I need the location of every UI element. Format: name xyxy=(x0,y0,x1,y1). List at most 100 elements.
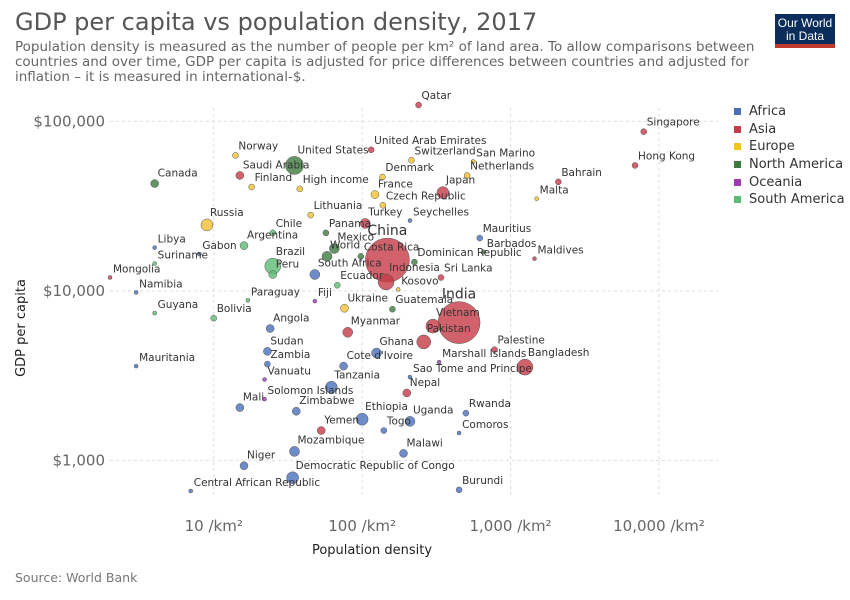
point-label: Barbados xyxy=(487,238,537,250)
data-point[interactable] xyxy=(325,381,338,394)
data-point[interactable] xyxy=(436,359,442,365)
legend-item[interactable]: Oceania xyxy=(734,173,845,191)
data-point[interactable] xyxy=(210,314,217,322)
data-point[interactable] xyxy=(555,178,562,186)
data-point[interactable] xyxy=(355,412,369,426)
data-point[interactable] xyxy=(399,449,408,458)
data-point[interactable] xyxy=(360,218,371,229)
data-point[interactable] xyxy=(292,406,301,416)
data-point[interactable] xyxy=(232,152,239,159)
data-point[interactable] xyxy=(152,261,157,266)
data-point[interactable] xyxy=(462,409,470,417)
legend-item[interactable]: Europe xyxy=(734,138,845,156)
data-point[interactable] xyxy=(329,243,340,254)
data-point[interactable] xyxy=(269,229,277,237)
data-point[interactable] xyxy=(289,446,300,457)
data-point[interactable] xyxy=(379,173,386,181)
data-point[interactable] xyxy=(307,211,314,219)
data-point[interactable] xyxy=(367,146,375,154)
data-point[interactable] xyxy=(152,310,157,316)
data-point[interactable] xyxy=(491,346,498,353)
data-point[interactable] xyxy=(357,253,365,260)
data-point[interactable] xyxy=(377,273,395,291)
data-point[interactable] xyxy=(402,388,412,398)
data-point[interactable] xyxy=(133,290,139,295)
point-label: Japan xyxy=(445,175,475,187)
data-point[interactable] xyxy=(248,183,255,191)
data-point[interactable] xyxy=(404,416,416,427)
owid-logo[interactable]: Our World in Data xyxy=(775,14,835,48)
data-point[interactable] xyxy=(200,218,214,232)
data-point[interactable] xyxy=(408,157,415,164)
data-point[interactable] xyxy=(239,461,249,470)
data-point[interactable] xyxy=(436,186,450,199)
data-point[interactable] xyxy=(334,281,341,289)
data-point[interactable] xyxy=(150,179,159,188)
data-point[interactable] xyxy=(476,234,483,242)
data-point[interactable] xyxy=(411,258,418,266)
data-point[interactable] xyxy=(463,172,471,179)
data-point[interactable] xyxy=(133,363,139,369)
data-point[interactable] xyxy=(322,229,330,237)
legend-swatch xyxy=(734,143,741,151)
data-point[interactable] xyxy=(407,374,413,380)
data-point[interactable] xyxy=(286,471,299,485)
data-point[interactable] xyxy=(265,324,275,333)
legend-item[interactable]: Asia xyxy=(734,121,845,139)
grid-lines xyxy=(110,108,718,498)
data-point[interactable] xyxy=(415,101,422,109)
data-point[interactable] xyxy=(285,156,304,175)
data-point[interactable] xyxy=(407,218,413,223)
data-point[interactable] xyxy=(455,486,463,494)
data-point[interactable] xyxy=(425,318,441,334)
point-label: Comoros xyxy=(462,419,508,431)
data-point[interactable] xyxy=(262,377,267,382)
data-point[interactable] xyxy=(197,251,202,257)
legend-item[interactable]: Africa xyxy=(734,103,845,121)
data-point[interactable] xyxy=(416,334,431,350)
data-point[interactable] xyxy=(312,298,318,304)
data-point[interactable] xyxy=(268,270,278,279)
data-point[interactable] xyxy=(309,269,321,280)
data-point[interactable] xyxy=(380,427,388,434)
data-point[interactable] xyxy=(371,347,382,359)
data-point[interactable] xyxy=(188,488,193,494)
data-point[interactable] xyxy=(316,426,326,435)
data-point[interactable] xyxy=(481,249,487,255)
data-point[interactable] xyxy=(235,403,245,412)
point-label: Mali xyxy=(243,392,264,404)
data-point[interactable] xyxy=(470,159,476,164)
data-point[interactable] xyxy=(152,245,157,250)
data-point[interactable] xyxy=(264,360,271,368)
data-point[interactable] xyxy=(339,361,348,371)
point-label: South Africa xyxy=(318,257,382,269)
data-point[interactable] xyxy=(516,358,534,376)
data-point[interactable] xyxy=(296,185,304,193)
legend-item[interactable]: North America xyxy=(734,156,845,174)
data-point[interactable] xyxy=(437,274,445,281)
point-label: Mozambique xyxy=(297,434,364,446)
data-point[interactable] xyxy=(631,162,639,169)
data-point[interactable] xyxy=(389,305,396,313)
legend-item[interactable]: South America xyxy=(734,191,845,209)
data-point[interactable] xyxy=(321,251,333,262)
data-point[interactable] xyxy=(235,171,245,180)
legend-swatch xyxy=(734,108,741,116)
tick-labels: 10 /km² 100 /km² 1,000 /km² 10,000 /km² $1,0… xyxy=(33,112,704,535)
data-point[interactable] xyxy=(263,347,272,356)
data-point[interactable] xyxy=(239,241,249,250)
data-point[interactable] xyxy=(395,287,401,292)
data-point[interactable] xyxy=(534,196,539,201)
data-point[interactable] xyxy=(456,430,462,436)
data-point[interactable] xyxy=(340,304,349,313)
data-point[interactable] xyxy=(532,256,537,261)
point-label: Kosovo xyxy=(401,275,438,287)
data-point[interactable] xyxy=(245,298,251,303)
data-point[interactable] xyxy=(640,128,648,135)
data-point[interactable] xyxy=(370,190,380,199)
data-point[interactable] xyxy=(379,202,387,209)
data-point[interactable] xyxy=(342,327,354,338)
data-point[interactable] xyxy=(107,275,113,280)
data-point[interactable] xyxy=(262,396,267,402)
